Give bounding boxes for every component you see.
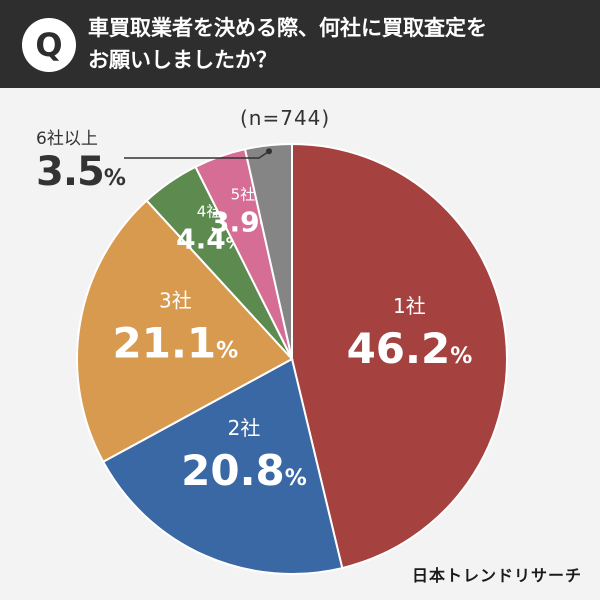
sample-size-label: (n=744) — [240, 106, 331, 130]
slice-label-category-2: 2社 — [228, 416, 261, 440]
question-badge: Q — [22, 18, 76, 72]
question-text: 車買取業者を決める際、何社に買取査定を お願いしましたか？ — [88, 12, 588, 76]
outside-slice-value: 3.5 — [36, 149, 105, 195]
brand-logo: 日本トレンドリサーチ — [411, 566, 582, 585]
outside-slice-label: 6社以上 3.5% — [36, 124, 126, 195]
slice-label-category-3: 3社 — [159, 289, 192, 313]
question-line-1: 車買取業者を決める際、何社に買取査定を — [88, 16, 487, 40]
pie-slice-2 — [101, 357, 344, 575]
pie-slice-6 — [243, 142, 293, 360]
pie-slice-1 — [291, 142, 508, 570]
slice-label-value-3: 21.1% — [113, 319, 239, 368]
slice-label-value-2: 20.8% — [181, 446, 307, 495]
question-header: Q 車買取業者を決める際、何社に買取査定を お願いしましたか？ — [0, 0, 600, 88]
leader-line — [124, 150, 270, 159]
question-line-2: お願いしましたか？ — [88, 48, 277, 72]
slice-label-category-5: 5社 — [231, 185, 256, 203]
leader-dot — [266, 148, 273, 155]
outside-slice-category: 6社以上 — [36, 129, 98, 149]
slice-label-value-4: 4.4% — [176, 223, 242, 256]
slice-label-category-1: 1社 — [393, 294, 426, 318]
slice-label-value-1: 46.2% — [347, 324, 473, 373]
pie-slice-3 — [76, 199, 294, 464]
outside-slice-unit: % — [103, 166, 126, 191]
